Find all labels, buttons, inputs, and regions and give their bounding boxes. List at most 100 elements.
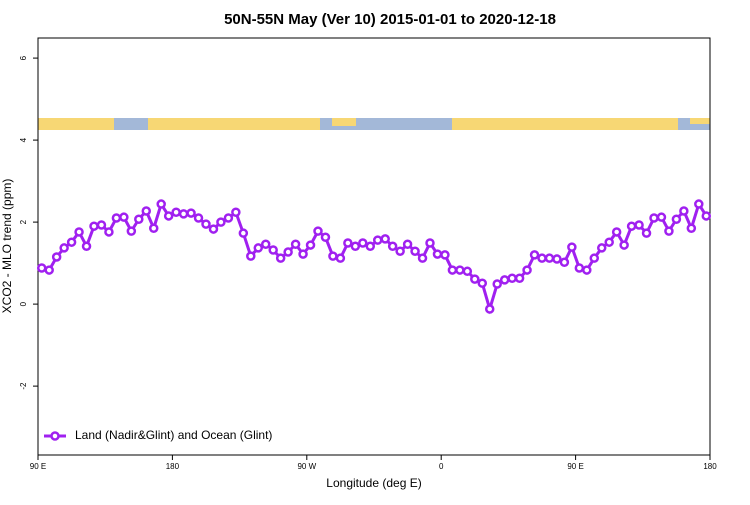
data-point [387,241,398,252]
data-point [44,265,54,275]
data-point [611,227,622,237]
data-point [455,265,465,275]
data-point [410,246,420,256]
data-point [626,221,637,231]
data-point [447,265,458,275]
data-point [484,304,495,314]
data-point [589,253,600,263]
data-point [507,273,517,284]
data-point [89,221,99,231]
land-ocean-strip [38,118,710,130]
data-point [477,278,488,288]
data-point [372,235,383,245]
data-point [51,252,62,262]
data-point [462,266,473,277]
data-point [290,239,301,249]
data-point [208,224,219,234]
legend-label: Land (Nadir&Glint) and Ocean (Glint) [75,428,272,442]
data-point [395,246,405,256]
data-point [223,213,234,223]
data-point [66,237,77,247]
data-point [574,263,585,273]
data-point [544,253,555,263]
legend-marker [50,431,60,441]
data-point [656,212,667,222]
data-point [514,273,525,284]
data-point [694,199,704,209]
data-point [686,223,697,234]
data-point [305,240,316,250]
data-point [417,253,428,263]
y-tick-label: 6 [19,55,28,60]
y-tick-label: 4 [19,137,28,142]
data-point [275,253,286,263]
data-point [253,243,264,253]
data-point [59,243,69,253]
data-point [365,241,376,252]
x-axis-label: Longitude (deg E) [326,476,421,490]
data-point [537,253,547,263]
data-point [358,238,368,248]
x-tick-label: 90 W [297,462,316,471]
data-point [350,241,361,252]
data-point [343,238,353,248]
data-point [499,275,510,285]
data-point [492,279,502,289]
data-point [313,226,323,236]
data-point [231,207,241,218]
data-point [216,217,226,227]
data-point [582,265,592,275]
data-point [178,209,189,219]
data-point [298,249,308,259]
data-point [268,245,278,255]
data-point [522,265,532,275]
data-point [552,254,562,264]
data-point [238,228,249,238]
data-point [440,250,450,260]
data-point [328,251,338,261]
data-point [567,242,577,252]
data-point [649,213,659,223]
data-point [529,250,540,260]
data-point [634,220,644,230]
data-point [96,220,107,230]
data-point [596,243,607,253]
data-point [193,213,204,223]
data-point [701,211,712,221]
data-point [81,241,92,252]
data-point [320,232,331,243]
x-tick-label: 90 E [30,462,46,471]
data-point [283,247,293,257]
data-point [104,227,114,237]
data-point [260,239,271,249]
data-point [156,199,166,209]
data-point [604,237,614,247]
data-point [201,219,211,229]
data-point [425,238,435,248]
data-point [186,208,196,218]
x-tick-label: 180 [703,462,717,471]
data-point [432,249,443,259]
y-tick-label: 0 [19,301,28,306]
data-point [111,213,122,223]
data-point [141,206,152,216]
data-point [335,253,346,263]
y-tick-label: -2 [19,382,28,390]
data-point [619,240,629,250]
data-point [148,223,159,234]
data-point [402,239,413,249]
data-point [470,274,480,284]
plot-frame [37,37,711,456]
x-tick-label: 180 [166,462,180,471]
data-point [380,234,390,244]
data-point [134,214,144,224]
data-point [671,214,682,224]
data-point [246,251,256,261]
data-point [559,257,570,268]
data-point [163,211,174,221]
data-point [126,226,137,236]
x-tick-label: 0 [439,462,444,471]
y-tick-label: 2 [19,219,28,224]
data-point [119,212,129,222]
